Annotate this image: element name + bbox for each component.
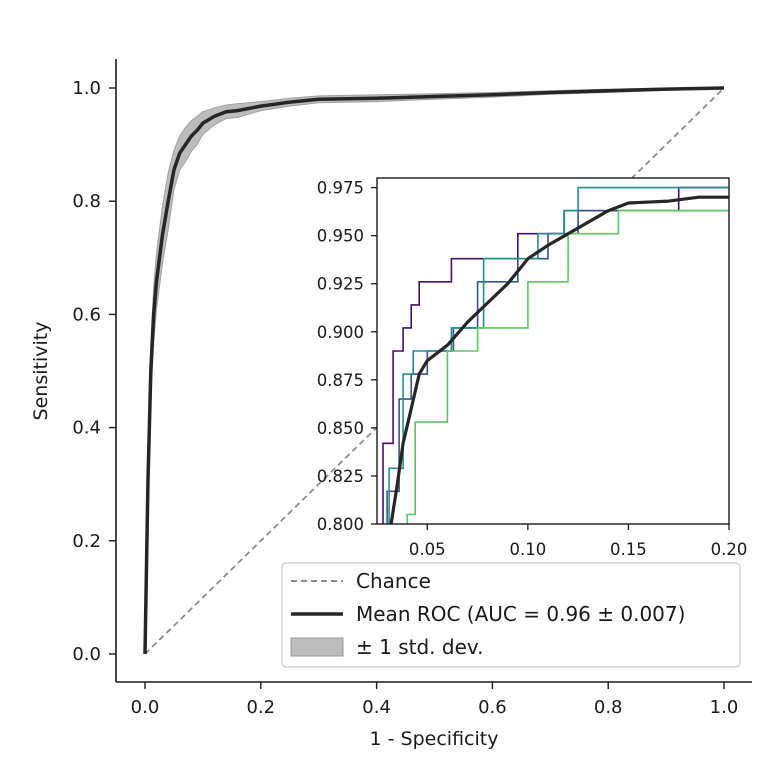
inset-x-tick-label: 0.10 bbox=[509, 540, 546, 559]
inset-y-tick-label: 0.850 bbox=[317, 419, 364, 438]
y-tick-label: 0.4 bbox=[72, 418, 101, 439]
inset-y-tick-label: 0.950 bbox=[317, 227, 364, 246]
inset-x-tick-label: 0.20 bbox=[711, 540, 748, 559]
y-tick-label: 0.2 bbox=[72, 531, 101, 552]
y-tick-label: 1.0 bbox=[72, 78, 101, 99]
inset-plot: 0.05 0.10 0.15 0.20 0.800 0.825 0.850 0.875 0.9… bbox=[317, 177, 747, 559]
legend-chance-label: Chance bbox=[356, 569, 431, 593]
inset-x-ticks: 0.05 0.10 0.15 0.20 bbox=[409, 524, 747, 559]
legend-std-label: ± 1 std. dev. bbox=[356, 635, 484, 659]
x-tick-label: 0.6 bbox=[478, 697, 507, 718]
y-tick-label: 0.8 bbox=[72, 191, 101, 212]
inset-curves bbox=[382, 186, 729, 525]
inset-y-ticks: 0.800 0.825 0.850 0.875 0.900 0.925 0.950 0.975 bbox=[317, 179, 377, 534]
inset-y-tick-label: 0.925 bbox=[317, 275, 364, 294]
inset-y-tick-label: 0.825 bbox=[317, 467, 364, 486]
legend-std-swatch bbox=[290, 637, 344, 657]
x-tick-label: 1.0 bbox=[710, 697, 739, 718]
x-tick-label: 0.0 bbox=[131, 697, 160, 718]
y-axis-label: Sensitivity bbox=[30, 322, 52, 421]
y-tick-label: 0.0 bbox=[72, 644, 101, 665]
inset-y-tick-label: 0.900 bbox=[317, 323, 364, 342]
inset-frame bbox=[376, 177, 730, 525]
inset-y-tick-label: 0.875 bbox=[317, 371, 364, 390]
inset-mean-roc-line bbox=[389, 195, 729, 525]
inset-x-tick-label: 0.15 bbox=[610, 540, 647, 559]
x-axis-ticks: 0.0 0.2 0.4 0.6 0.8 1.0 bbox=[131, 682, 739, 718]
inset-fold-curve bbox=[406, 209, 729, 524]
x-axis-label: 1 - Specificity bbox=[370, 728, 499, 750]
legend-box bbox=[281, 562, 741, 668]
y-axis-ticks: 0.0 0.2 0.4 0.6 0.8 1.0 bbox=[72, 78, 116, 665]
mean-roc-line bbox=[143, 86, 725, 655]
x-tick-label: 0.8 bbox=[594, 697, 623, 718]
x-tick-label: 0.4 bbox=[362, 697, 391, 718]
x-tick-label: 0.2 bbox=[246, 697, 275, 718]
legend: Chance Mean ROC (AUC = 0.96 ± 0.007) ± 1… bbox=[281, 562, 741, 668]
inset-y-tick-label: 0.800 bbox=[317, 515, 364, 534]
inset-x-tick-label: 0.05 bbox=[409, 540, 446, 559]
legend-mean-roc-label: Mean ROC (AUC = 0.96 ± 0.007) bbox=[356, 602, 685, 626]
inset-y-tick-label: 0.975 bbox=[317, 179, 364, 198]
y-tick-label: 0.6 bbox=[72, 304, 101, 325]
